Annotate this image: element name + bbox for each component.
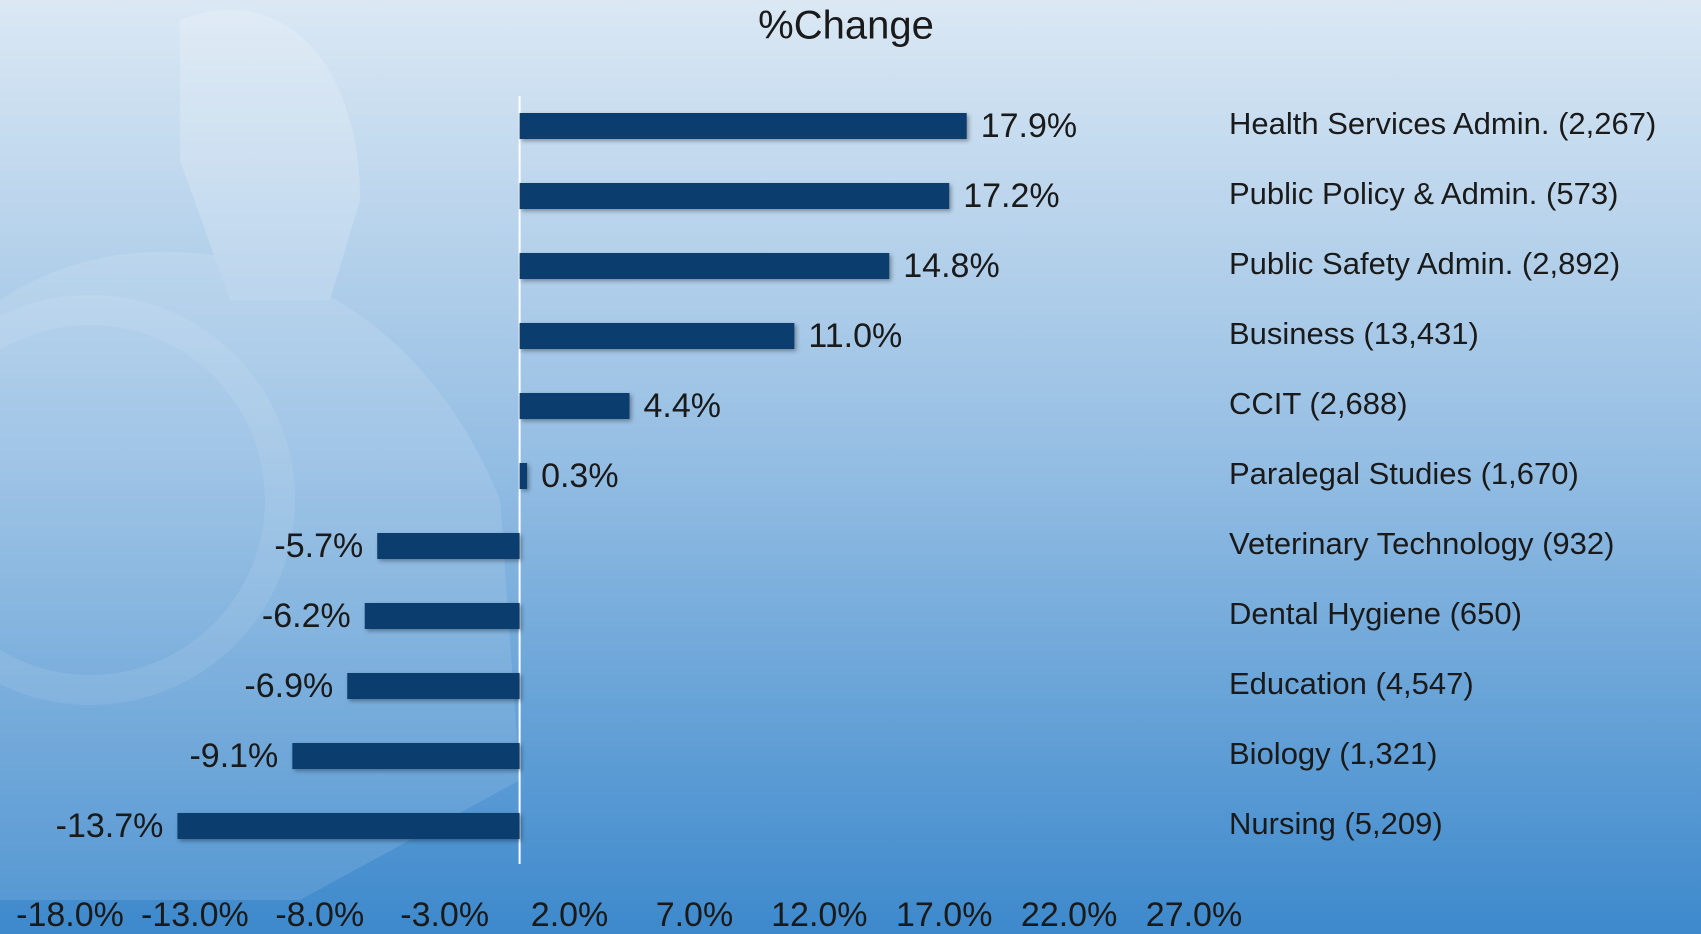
category-label: Business (13,431)	[1229, 316, 1479, 351]
category-label: Health Services Admin. (2,267)	[1229, 106, 1656, 141]
value-label: 17.2%	[963, 177, 1059, 215]
category-label: Public Policy & Admin. (573)	[1229, 176, 1618, 211]
value-label: -6.2%	[262, 597, 351, 635]
x-tick-label: 22.0%	[1021, 896, 1117, 934]
value-label: 0.3%	[541, 457, 619, 495]
bar	[519, 113, 967, 139]
bar	[519, 393, 630, 419]
category-label: Dental Hygiene (650)	[1229, 596, 1522, 631]
bar	[519, 463, 528, 489]
bar	[177, 813, 520, 839]
value-label: -13.7%	[56, 807, 164, 845]
category-label: Education (4,547)	[1229, 666, 1474, 701]
category-label: Nursing (5,209)	[1229, 806, 1443, 841]
bar	[364, 603, 520, 629]
x-tick-label: -18.0%	[16, 896, 124, 934]
x-tick-label: 2.0%	[531, 896, 609, 934]
x-tick-label: -3.0%	[400, 896, 489, 934]
category-label: CCIT (2,688)	[1229, 386, 1408, 421]
category-label: Biology (1,321)	[1229, 736, 1438, 771]
bar	[519, 323, 795, 349]
category-label: Veterinary Technology (932)	[1229, 526, 1614, 561]
value-label: 4.4%	[644, 387, 722, 425]
x-tick-label: -13.0%	[141, 896, 249, 934]
x-tick-label: 12.0%	[771, 896, 867, 934]
value-label: -9.1%	[189, 737, 278, 775]
bar	[377, 533, 520, 559]
value-label: 17.9%	[981, 107, 1077, 145]
bar	[519, 183, 950, 209]
category-label: Paralegal Studies (1,670)	[1229, 456, 1579, 491]
x-tick-label: 27.0%	[1146, 896, 1242, 934]
value-label: -5.7%	[274, 527, 363, 565]
value-label: 14.8%	[903, 247, 999, 285]
logo-watermark	[0, 9, 520, 900]
value-label: 11.0%	[808, 317, 902, 355]
bar	[519, 253, 890, 279]
chart-title: %Change	[758, 4, 934, 48]
bar	[292, 743, 520, 769]
bar	[347, 673, 520, 699]
category-label: Public Safety Admin. (2,892)	[1229, 246, 1620, 281]
value-label: -6.9%	[244, 667, 333, 705]
x-tick-label: 17.0%	[896, 896, 992, 934]
x-tick-label: 7.0%	[656, 896, 734, 934]
x-tick-label: -8.0%	[275, 896, 364, 934]
